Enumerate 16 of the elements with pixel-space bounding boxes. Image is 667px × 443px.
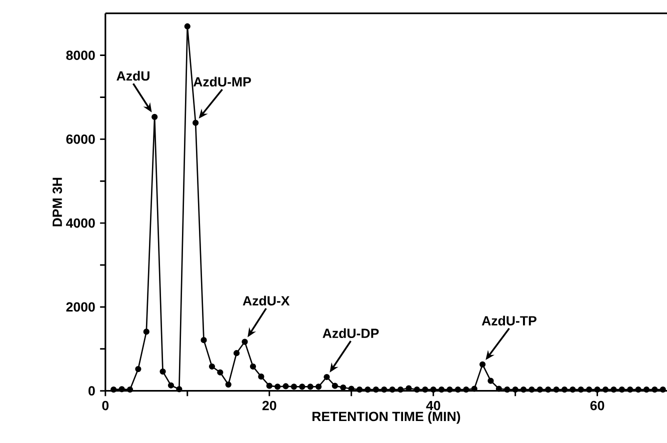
x-tick-label: 40 xyxy=(426,400,440,410)
y-tick-label: 0 xyxy=(88,386,95,396)
x-tick-label: 20 xyxy=(262,400,276,410)
annotation: AzdU-DP xyxy=(322,328,379,338)
y-axis-title: DPM 3H xyxy=(52,178,62,226)
annotation: AzdU-TP xyxy=(482,316,536,326)
y-tick-label: 6000 xyxy=(66,134,95,144)
x-tick-label: 60 xyxy=(590,400,604,410)
x-axis-title: RETENTION TIME (MIN) xyxy=(312,411,460,424)
x-tick-label: 0 xyxy=(102,400,109,410)
y-tick-label: 2000 xyxy=(66,302,95,312)
annotation: AzdU-MP xyxy=(193,76,251,87)
annotation: AzdU xyxy=(116,70,150,81)
annotation: AzdU-X xyxy=(242,296,290,306)
y-tick-label: 4000 xyxy=(66,218,95,228)
y-tick-label: 8000 xyxy=(66,50,95,60)
